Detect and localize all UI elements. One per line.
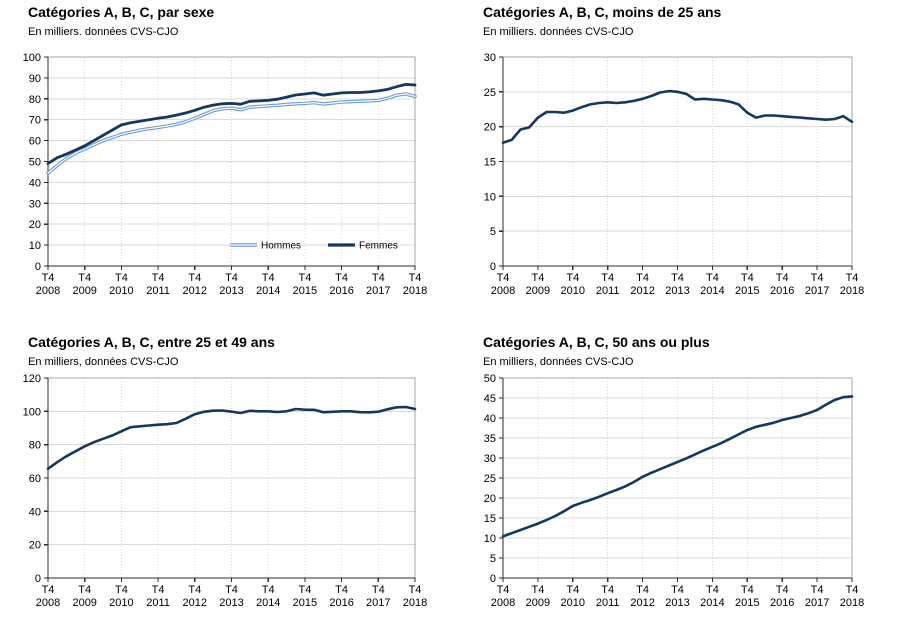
line-chart-par-sexe: 0 10 20 30 40 50 60 70 80 90 100 T4 2008 T4 2009 T4 2010… [23, 52, 428, 297]
svg-text:5: 5 [490, 226, 496, 238]
chart-moins-25-ans: Catégories A, B, C, moins de 25 ans En m… [455, 0, 909, 310]
chart-title: Catégories A, B, C, entre 25 et 49 ans [28, 334, 275, 350]
svg-text:10: 10 [484, 191, 496, 203]
chart-title: Catégories A, B, C, moins de 25 ans [483, 4, 722, 20]
svg-text:5: 5 [490, 553, 496, 565]
svg-text:50: 50 [484, 373, 496, 385]
svg-text:20: 20 [484, 122, 496, 134]
svg-text:80: 80 [29, 94, 41, 106]
svg-text:40: 40 [29, 177, 41, 189]
svg-text:0: 0 [35, 573, 41, 585]
svg-text:50: 50 [29, 157, 41, 169]
legend-label-femmes: Femmes [359, 241, 398, 252]
svg-text:20: 20 [484, 493, 496, 505]
svg-text:10: 10 [29, 240, 41, 252]
svg-text:100: 100 [23, 406, 41, 418]
svg-text:10: 10 [484, 533, 496, 545]
svg-text:35: 35 [484, 433, 496, 445]
svg-text:0: 0 [35, 261, 41, 273]
chart-title: Catégories A, B, C, 50 ans ou plus [483, 334, 710, 350]
svg-text:15: 15 [484, 513, 496, 525]
chart-subtitle: En milliers, données CVS-CJO [28, 356, 179, 368]
svg-text:0: 0 [490, 261, 496, 273]
svg-text:20: 20 [29, 219, 41, 231]
line-chart-entre-25-49-ans: 0 20 40 60 80 100 120 T4 2008 T4 2009 T4 2010 T4 2011 T… [23, 373, 428, 609]
svg-text:60: 60 [29, 136, 41, 148]
line-chart-moins-25-ans: 0 5 10 15 20 25 30 T4 2008 T4 2009 T4 2010 T4 2011 T4 20… [484, 52, 864, 297]
svg-text:20: 20 [29, 540, 41, 552]
svg-text:25: 25 [484, 473, 496, 485]
svg-text:80: 80 [29, 440, 41, 452]
svg-text:15: 15 [484, 157, 496, 169]
svg-text:30: 30 [484, 52, 496, 64]
svg-text:30: 30 [484, 453, 496, 465]
svg-text:60: 60 [29, 473, 41, 485]
svg-text:40: 40 [484, 413, 496, 425]
line-chart-50-ans-ou-plus: 0 5 10 15 20 25 30 35 40 45 50 T4 2008 T4 2009 T4 2010 T4… [484, 373, 864, 609]
chart-par-sexe: Catégories A, B, C, par sexe En milliers… [0, 0, 454, 310]
svg-text:0: 0 [490, 573, 496, 585]
svg-text:25: 25 [484, 87, 496, 99]
chart-subtitle: En milliers. données CVS-CJO [483, 26, 634, 38]
svg-text:40: 40 [29, 506, 41, 518]
svg-text:90: 90 [29, 73, 41, 85]
svg-text:30: 30 [29, 198, 41, 210]
legend-label-hommes: Hommes [261, 241, 301, 252]
chart-title: Catégories A, B, C, par sexe [28, 4, 215, 20]
chart-subtitle: En milliers. données CVS-CJO [28, 26, 179, 38]
chart-50-ans-ou-plus: Catégories A, B, C, 50 ans ou plus En mi… [455, 330, 909, 640]
chart-subtitle: En milliers, données CVS-CJO [483, 356, 634, 368]
svg-text:70: 70 [29, 115, 41, 127]
svg-text:45: 45 [484, 393, 496, 405]
chart-entre-25-49-ans: Catégories A, B, C, entre 25 et 49 ans E… [0, 330, 454, 640]
svg-text:120: 120 [23, 373, 41, 385]
svg-text:100: 100 [23, 52, 41, 64]
